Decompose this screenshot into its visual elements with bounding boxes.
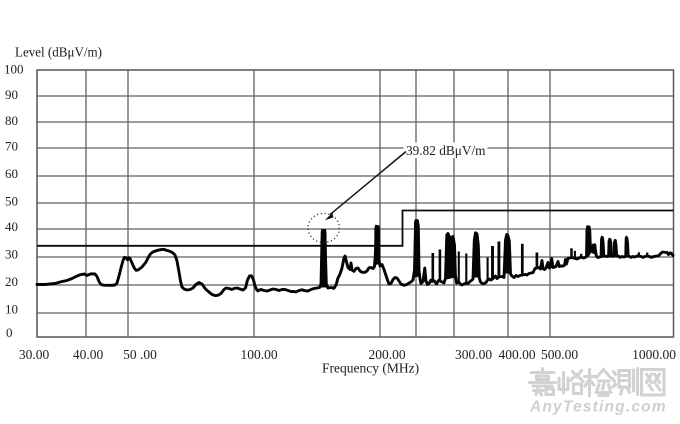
svg-text:60: 60 (5, 166, 18, 181)
svg-text:Level (dBμV/m): Level (dBμV/m) (15, 46, 102, 61)
svg-text:30: 30 (5, 247, 18, 262)
svg-text:20: 20 (5, 274, 18, 289)
svg-text:90: 90 (5, 87, 18, 102)
svg-text:500.00: 500.00 (541, 347, 578, 362)
svg-text:70: 70 (5, 139, 18, 154)
svg-text:10: 10 (5, 302, 18, 317)
svg-text:0: 0 (6, 325, 13, 340)
svg-text:300.00: 300.00 (455, 347, 492, 362)
svg-text:AnyTesting.com: AnyTesting.com (529, 399, 667, 416)
svg-text:40: 40 (5, 219, 18, 234)
svg-text:40.00: 40.00 (73, 347, 104, 362)
svg-text:1000.00: 1000.00 (632, 347, 676, 362)
svg-text:50: 50 (5, 193, 18, 208)
svg-text:200.00: 200.00 (368, 347, 405, 362)
svg-text:Frequency (MHz): Frequency (MHz) (322, 361, 419, 376)
svg-text:39.82 dBμV/m: 39.82 dBμV/m (406, 144, 486, 159)
svg-text:100.00: 100.00 (240, 347, 277, 362)
svg-text:100: 100 (4, 62, 24, 77)
svg-text:50 .00: 50 .00 (123, 347, 157, 362)
svg-text:30.00: 30.00 (19, 347, 50, 362)
svg-text:80: 80 (5, 113, 18, 128)
svg-text:400.00: 400.00 (498, 347, 535, 362)
